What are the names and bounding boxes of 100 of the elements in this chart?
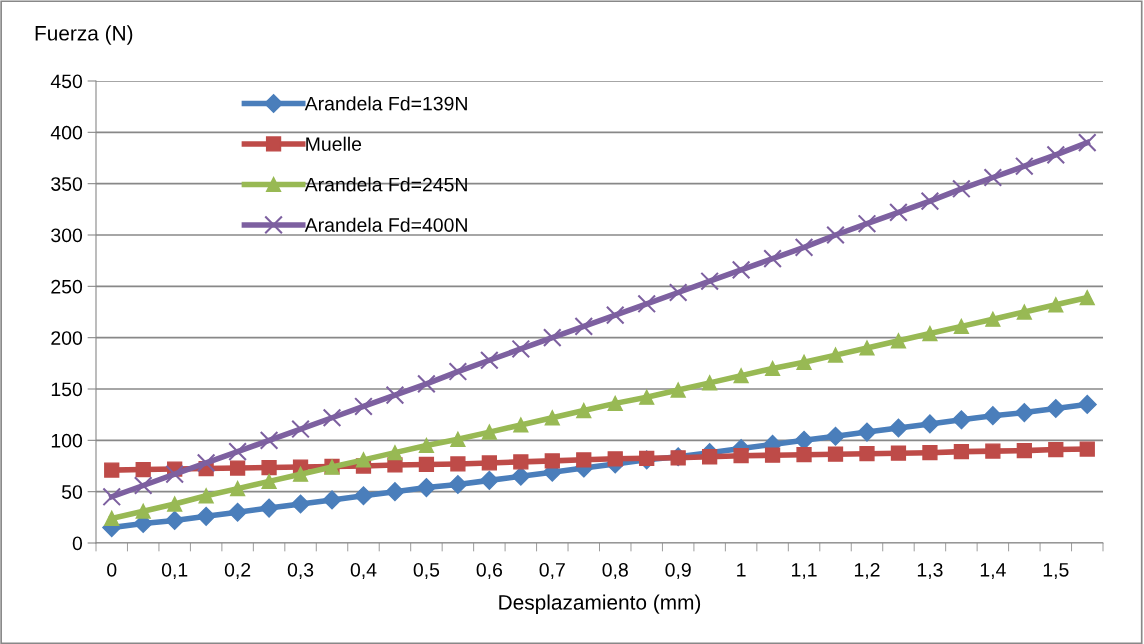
- point: [196, 506, 216, 526]
- point: [764, 360, 781, 377]
- point: [259, 498, 279, 518]
- point: [544, 453, 560, 469]
- point: [985, 443, 1001, 459]
- point: [763, 249, 782, 268]
- y-tick-label: 200: [51, 331, 83, 345]
- point: [291, 419, 310, 439]
- point: [731, 260, 751, 280]
- x-tick-label: 0,8: [602, 562, 628, 580]
- point: [481, 455, 497, 471]
- y-tick-label: 0: [72, 536, 83, 551]
- point: [229, 460, 246, 476]
- point: [952, 179, 971, 199]
- point: [544, 410, 560, 426]
- legend-label: Arandela Fd=139N: [304, 96, 467, 111]
- point: [920, 191, 940, 211]
- x-tick-label: 0,5: [413, 562, 440, 580]
- point: [859, 340, 875, 356]
- point: [479, 350, 499, 370]
- point: [985, 311, 1001, 327]
- point: [229, 480, 246, 497]
- point: [764, 447, 781, 463]
- point: [922, 325, 938, 342]
- point: [1016, 442, 1032, 459]
- point: [102, 487, 122, 507]
- point: [576, 402, 592, 419]
- point: [133, 476, 153, 495]
- point: [827, 446, 844, 462]
- point: [104, 462, 120, 478]
- point: [859, 446, 875, 462]
- x-tick-label: 1,4: [980, 563, 1006, 580]
- point: [416, 478, 436, 498]
- point: [479, 470, 499, 490]
- x-tick-label: 0,6: [476, 562, 503, 580]
- x-tick-label: 1,2: [854, 562, 880, 580]
- point: [1048, 297, 1064, 313]
- point: [135, 461, 151, 478]
- point: [733, 448, 749, 464]
- point: [355, 452, 372, 468]
- legend-label: Arandela Fd=245N: [304, 177, 467, 192]
- point: [135, 503, 151, 519]
- point: [511, 339, 531, 359]
- point: [1079, 289, 1095, 306]
- point: [605, 305, 625, 325]
- point: [702, 375, 718, 391]
- y-tick-label: 100: [51, 433, 83, 448]
- point: [448, 362, 468, 381]
- point: [922, 445, 938, 461]
- y-tick-label: 400: [50, 125, 83, 140]
- point: [857, 214, 877, 234]
- point: [1046, 145, 1066, 165]
- point: [228, 502, 248, 522]
- point: [670, 382, 686, 398]
- point: [1016, 304, 1032, 320]
- point: [228, 442, 247, 461]
- point: [1079, 441, 1095, 457]
- x-tick-label: 0: [107, 562, 117, 577]
- point: [513, 454, 529, 470]
- x-axis-title: Desplazamiento (mm): [499, 594, 701, 614]
- x-tick-label: 1: [737, 563, 746, 577]
- point: [165, 464, 185, 484]
- point: [796, 447, 812, 463]
- point: [322, 408, 342, 428]
- x-tick-label: 1,3: [917, 562, 943, 580]
- point: [261, 473, 277, 490]
- point: [637, 294, 657, 314]
- point: [951, 410, 971, 430]
- point: [417, 374, 436, 394]
- y-axis-title: Fuerza (N): [35, 25, 133, 45]
- point: [450, 431, 466, 447]
- point: [953, 318, 970, 335]
- point: [385, 385, 405, 405]
- point: [607, 395, 623, 412]
- point: [198, 488, 214, 504]
- legend-label: Muelle: [306, 136, 362, 151]
- point: [668, 283, 688, 302]
- point: [700, 271, 720, 291]
- point: [448, 474, 468, 495]
- point: [888, 418, 908, 438]
- point: [513, 417, 529, 433]
- x-tick-label: 0,1: [161, 562, 188, 580]
- point: [104, 510, 120, 526]
- point: [857, 422, 877, 442]
- point: [481, 424, 497, 440]
- y-tick-label: 50: [61, 485, 83, 499]
- point: [1014, 156, 1034, 176]
- point: [827, 347, 844, 363]
- point: [1014, 403, 1034, 423]
- point: [796, 354, 812, 370]
- point: [1046, 398, 1066, 419]
- x-tick-label: 0,2: [224, 562, 251, 580]
- point: [702, 449, 718, 465]
- point: [387, 445, 403, 461]
- x-tick-label: 0,4: [350, 562, 377, 580]
- point: [890, 445, 907, 461]
- point: [670, 450, 686, 466]
- y-tick-label: 250: [51, 279, 83, 294]
- y-tick-label: 300: [51, 228, 83, 243]
- point: [889, 203, 908, 222]
